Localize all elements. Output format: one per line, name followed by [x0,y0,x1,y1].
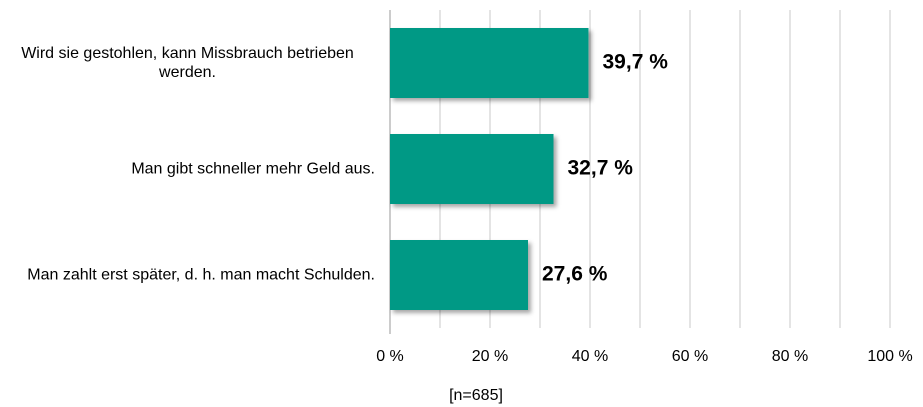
value-label: 27,6 % [542,263,608,286]
value-label: 32,7 % [568,157,634,180]
x-tick-label: 80 % [772,348,808,365]
bar [390,134,554,204]
category-label: Man zahlt erst später, d. h. man macht S… [27,266,375,284]
x-tick-label: 20 % [472,348,508,365]
x-tick-label: 0 % [376,348,404,365]
x-tick-label: 60 % [672,348,708,365]
bar [390,28,589,98]
x-tick-label: 40 % [572,348,608,365]
category-label: Wird sie gestohlen, kann Missbrauch betr… [21,45,354,81]
value-label: 39,7 % [603,51,669,74]
annotation: [n=685] [449,387,503,404]
category-label: Man gibt schneller mehr Geld aus. [131,160,375,178]
x-tick-label: 100 % [867,348,912,365]
bar [390,240,528,310]
